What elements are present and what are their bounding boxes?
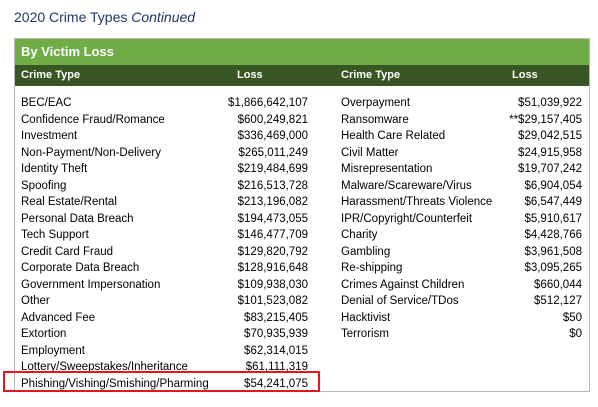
crime-type-cell: Government Impersonation: [21, 278, 161, 291]
crime-type-cell: Other: [21, 295, 50, 307]
crime-type-cell: Advanced Fee: [21, 311, 96, 324]
crime-type-cell: IPR/Copyright/Counterfeit: [341, 212, 473, 225]
loss-cell: $24,915,958: [518, 146, 582, 159]
loss-cell: $51,039,922: [518, 97, 582, 109]
table-row: Non-Payment/Non-Delivery $265,011,249 Civi…: [15, 145, 589, 162]
loss-cell: $19,707,242: [518, 163, 582, 175]
loss-cell: $128,916,648: [237, 262, 308, 274]
table-row: Phishing/Vishing/Smishing/Pharming $54,24…: [15, 376, 589, 393]
page-title: 2020 Crime Types Continued: [14, 9, 195, 25]
loss-cell: $213,196,082: [237, 196, 308, 208]
table-row: Tech Support $146,477,709 Charity $4,428,76…: [15, 227, 589, 244]
crime-type-cell: Extortion: [21, 328, 67, 340]
loss-cell: $109,938,030: [237, 278, 308, 291]
page-title-suffix: Continued: [131, 9, 196, 25]
loss-cell: $1,866,642,107: [228, 97, 308, 109]
crime-type-cell: Malware/Scareware/Virus: [341, 179, 472, 192]
col-header-crime-type-left: Crime Type: [21, 69, 81, 81]
crime-type-cell: Lottery/Sweepstakes/Inheritance: [21, 361, 188, 373]
loss-cell: $660,044: [534, 278, 582, 291]
loss-cell: $216,513,728: [237, 179, 308, 192]
table-row: Spoofing $216,513,728 Malware/Scareware/Vi…: [15, 178, 589, 195]
crime-type-cell: Employment: [21, 344, 85, 357]
col-header-loss-left: Loss: [237, 69, 263, 81]
table-row: Advanced Fee $83,215,405 Hacktivist $50: [15, 310, 589, 327]
loss-cell: $600,249,821: [237, 113, 308, 126]
loss-cell: $61,111,319: [245, 361, 308, 373]
loss-cell: $194,473,055: [237, 212, 308, 225]
loss-cell: $101,523,082: [237, 295, 308, 307]
table-row: Employment $62,314,015: [15, 343, 589, 360]
loss-cell: $5,910,617: [524, 212, 582, 225]
table-row: Lottery/Sweepstakes/Inheritance $61,111,3…: [15, 359, 589, 376]
table-row: BEC/EAC $1,866,642,107 Overpayment $51,039,…: [15, 95, 589, 112]
crime-type-cell: Denial of Service/TDos: [341, 295, 459, 307]
loss-cell: $265,011,249: [238, 146, 309, 159]
loss-cell: $6,904,054: [524, 179, 582, 192]
loss-cell: $4,428,766: [524, 229, 582, 241]
table-row: Government Impersonation $109,938,030 Crim…: [15, 277, 589, 294]
crime-type-cell: Non-Payment/Non-Delivery: [21, 146, 161, 159]
column-header-bar: Crime Type Loss Crime Type Loss: [15, 65, 589, 86]
loss-cell: $6,547,449: [524, 196, 582, 208]
crime-type-cell: Corporate Data Breach: [21, 262, 140, 274]
loss-cell: $62,314,015: [244, 344, 308, 357]
table-body: BEC/EAC $1,866,642,107 Overpayment $51,039,…: [15, 95, 589, 392]
loss-cell: $129,820,792: [237, 245, 308, 258]
table-row: Extortion $70,935,939 Terrorism $0: [15, 326, 589, 343]
loss-cell: $50: [562, 311, 582, 324]
crime-type-cell: Personal Data Breach: [21, 212, 134, 225]
table-row: Credit Card Fraud $129,820,792 Gambling $3,…: [15, 244, 589, 261]
crime-type-cell: Overpayment: [341, 97, 411, 109]
crime-type-cell: Health Care Related: [341, 130, 446, 142]
page-title-main: 2020 Crime Types: [14, 9, 128, 25]
loss-cell: $0: [569, 328, 582, 340]
crime-type-cell: Phishing/Vishing/Smishing/Pharming: [21, 377, 209, 390]
table-row: Real Estate/Rental $213,196,082 Harassment…: [15, 194, 589, 211]
crime-type-cell: Credit Card Fraud: [21, 245, 114, 258]
crime-type-cell: Harassment/Threats Violence: [341, 196, 493, 208]
loss-cell: $54,241,075: [244, 377, 308, 390]
crime-type-cell: Gambling: [341, 245, 391, 258]
crime-type-cell: BEC/EAC: [21, 97, 72, 109]
crime-type-cell: Civil Matter: [341, 146, 399, 159]
crime-type-cell: Crimes Against Children: [341, 278, 465, 291]
loss-cell: $146,477,709: [237, 229, 308, 241]
crime-type-cell: Investment: [21, 130, 78, 142]
loss-cell: $512,127: [534, 295, 582, 307]
crime-type-cell: Terrorism: [341, 328, 389, 340]
table-row: Investment $336,469,000 Health Care Relate…: [15, 128, 589, 145]
col-header-loss-right: Loss: [512, 69, 538, 81]
crime-type-cell: Real Estate/Rental: [21, 196, 117, 208]
loss-cell: $70,935,939: [244, 328, 308, 340]
loss-cell: $3,961,508: [524, 245, 582, 258]
crime-type-cell: Charity: [341, 229, 378, 241]
crime-type-cell: Spoofing: [21, 179, 67, 192]
crime-type-cell: Hacktivist: [341, 311, 391, 324]
loss-cell: $3,095,265: [524, 262, 582, 274]
phishing-highlight-box: [3, 371, 320, 392]
table-row: Confidence Fraud/Romance $600,249,821 Rans…: [15, 112, 589, 129]
crime-type-cell: Tech Support: [21, 229, 89, 241]
crime-type-cell: Identity Theft: [21, 163, 88, 175]
crime-type-cell: Misrepresentation: [341, 163, 433, 175]
crime-type-cell: Re-shipping: [341, 262, 403, 274]
loss-cell: **$29,157,405: [509, 113, 582, 126]
section-header: By Victim Loss: [15, 39, 589, 65]
table-row: Identity Theft $219,484,699 Misrepresentat…: [15, 161, 589, 178]
col-header-crime-type-right: Crime Type: [341, 69, 401, 81]
loss-cell: $83,215,405: [244, 311, 308, 324]
table-row: Personal Data Breach $194,473,055 IPR/Copy…: [15, 211, 589, 228]
crime-type-cell: Ransomware: [341, 113, 409, 126]
crime-loss-table: By Victim Loss Crime Type Loss Crime Typ…: [14, 38, 590, 392]
table-row: Corporate Data Breach $128,916,648 Re-ship…: [15, 260, 589, 277]
crime-type-cell: Confidence Fraud/Romance: [21, 113, 165, 126]
loss-cell: $219,484,699: [237, 163, 308, 175]
loss-cell: $336,469,000: [237, 130, 308, 142]
loss-cell: $29,042,515: [518, 130, 582, 142]
table-row: Other $101,523,082 Denial of Service/TDos $…: [15, 293, 589, 310]
